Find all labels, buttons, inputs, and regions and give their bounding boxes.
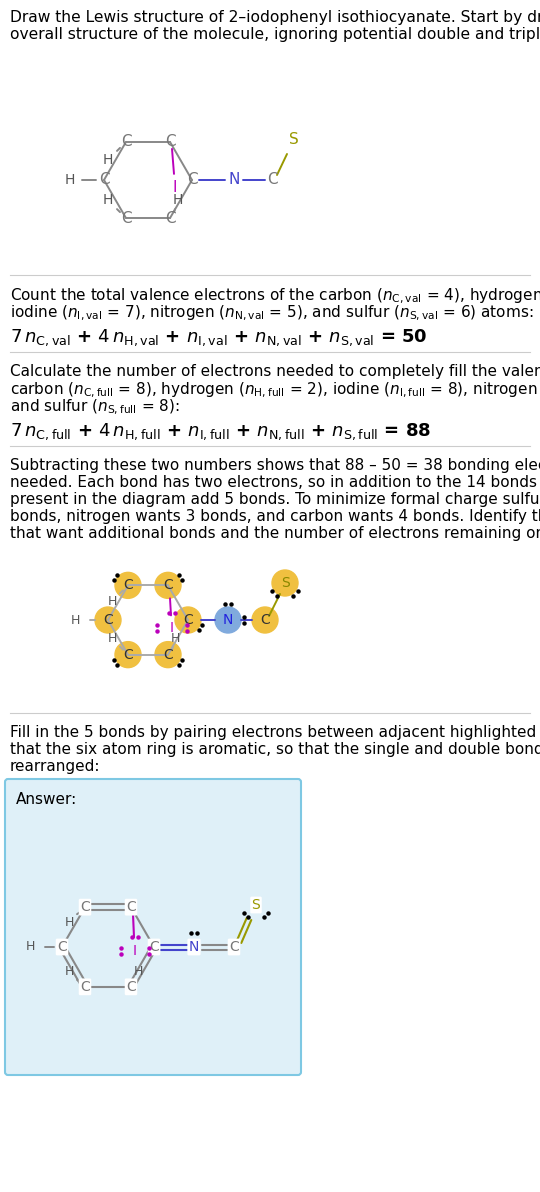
Text: C: C [165, 211, 176, 225]
Text: C: C [187, 173, 197, 187]
Circle shape [115, 641, 141, 668]
Text: C: C [163, 578, 173, 592]
Text: C: C [57, 940, 67, 954]
Text: C: C [80, 980, 90, 994]
Text: Fill in the 5 bonds by pairing electrons between adjacent highlighted atoms. Not: Fill in the 5 bonds by pairing electrons… [10, 725, 540, 740]
Text: H: H [64, 915, 73, 929]
Text: Count the total valence electrons of the carbon ($n_{\mathrm{C,val}}$ = 4), hydr: Count the total valence electrons of the… [10, 287, 540, 306]
Text: rearranged:: rearranged: [10, 759, 100, 774]
Text: S: S [252, 898, 260, 912]
Text: N: N [228, 173, 240, 187]
Text: C: C [120, 211, 131, 225]
Text: S: S [281, 576, 289, 590]
Text: H: H [25, 940, 35, 954]
Text: C: C [165, 135, 176, 149]
Text: I: I [170, 621, 174, 635]
Circle shape [252, 607, 278, 633]
Circle shape [215, 607, 241, 633]
Circle shape [155, 572, 181, 598]
Text: C: C [99, 173, 109, 187]
Text: bonds, nitrogen wants 3 bonds, and carbon wants 4 bonds. Identify the atoms: bonds, nitrogen wants 3 bonds, and carbo… [10, 509, 540, 524]
Text: present in the diagram add 5 bonds. To minimize formal charge sulfur wants 2: present in the diagram add 5 bonds. To m… [10, 492, 540, 507]
Text: H: H [103, 153, 113, 167]
Text: N: N [223, 613, 233, 627]
Text: $7\, n_{\mathrm{C,val}}$ + $4\, n_{\mathrm{H,val}}$ + $n_{\mathrm{I,val}}$ + $n_: $7\, n_{\mathrm{C,val}}$ + $4\, n_{\math… [10, 327, 428, 348]
Text: C: C [229, 940, 239, 954]
Text: overall structure of the molecule, ignoring potential double and triple bonds:: overall structure of the molecule, ignor… [10, 27, 540, 42]
Text: C: C [80, 900, 90, 914]
Text: H: H [133, 966, 143, 979]
Text: S: S [289, 132, 299, 148]
Text: H: H [103, 193, 113, 207]
Text: C: C [123, 647, 133, 662]
Text: carbon ($n_{\mathrm{C,full}}$ = 8), hydrogen ($n_{\mathrm{H,full}}$ = 2), iodine: carbon ($n_{\mathrm{C,full}}$ = 8), hydr… [10, 381, 540, 401]
Text: C: C [126, 900, 136, 914]
Text: H: H [71, 614, 80, 627]
Text: iodine ($n_{\mathrm{I,val}}$ = 7), nitrogen ($n_{\mathrm{N,val}}$ = 5), and sulf: iodine ($n_{\mathrm{I,val}}$ = 7), nitro… [10, 304, 534, 323]
Text: H: H [64, 966, 73, 979]
Text: C: C [267, 173, 278, 187]
Circle shape [175, 607, 201, 633]
Text: Calculate the number of electrons needed to completely fill the valence shells f: Calculate the number of electrons needed… [10, 364, 540, 379]
Text: C: C [126, 980, 136, 994]
Text: C: C [260, 613, 270, 627]
Text: Draw the Lewis structure of 2–iodophenyl isothiocyanate. Start by drawing the: Draw the Lewis structure of 2–iodophenyl… [10, 10, 540, 25]
Text: C: C [149, 940, 159, 954]
Text: and sulfur ($n_{\mathrm{S,full}}$ = 8):: and sulfur ($n_{\mathrm{S,full}}$ = 8): [10, 398, 180, 417]
FancyBboxPatch shape [5, 780, 301, 1075]
Text: C: C [163, 647, 173, 662]
Text: I: I [133, 944, 137, 958]
Text: H: H [107, 632, 117, 645]
Text: I: I [173, 180, 177, 195]
Text: C: C [120, 135, 131, 149]
Text: H: H [173, 193, 183, 207]
Text: H: H [65, 173, 75, 187]
Circle shape [115, 572, 141, 598]
Circle shape [155, 641, 181, 668]
Text: H: H [107, 595, 117, 608]
Text: C: C [123, 578, 133, 592]
Text: C: C [183, 613, 193, 627]
Text: N: N [189, 940, 199, 954]
Text: Answer:: Answer: [16, 791, 77, 807]
Text: $7\, n_{\mathrm{C,full}}$ + $4\, n_{\mathrm{H,full}}$ + $n_{\mathrm{I,full}}$ + : $7\, n_{\mathrm{C,full}}$ + $4\, n_{\mat… [10, 421, 431, 441]
Circle shape [272, 570, 298, 596]
Text: Subtracting these two numbers shows that 88 – 50 = 38 bonding electrons are: Subtracting these two numbers shows that… [10, 458, 540, 473]
Circle shape [95, 607, 121, 633]
Text: needed. Each bond has two electrons, so in addition to the 14 bonds already: needed. Each bond has two electrons, so … [10, 474, 540, 490]
Text: that want additional bonds and the number of electrons remaining on each atom:: that want additional bonds and the numbe… [10, 526, 540, 541]
Text: that the six atom ring is aromatic, so that the single and double bonds may be: that the six atom ring is aromatic, so t… [10, 741, 540, 757]
Text: H: H [170, 632, 180, 645]
Text: C: C [103, 613, 113, 627]
